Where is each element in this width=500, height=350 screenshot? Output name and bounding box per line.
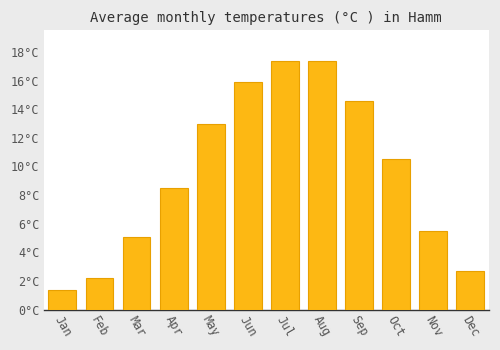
Bar <box>271 61 299 310</box>
Bar <box>197 124 224 310</box>
Bar <box>86 278 114 310</box>
Title: Average monthly temperatures (°C ) in Hamm: Average monthly temperatures (°C ) in Ha… <box>90 11 442 25</box>
Bar <box>122 237 150 310</box>
Bar <box>308 61 336 310</box>
Bar <box>48 290 76 310</box>
Bar <box>160 188 188 310</box>
Bar <box>382 159 410 310</box>
Bar <box>456 271 484 310</box>
Bar <box>345 100 373 310</box>
Bar <box>234 82 262 310</box>
Bar <box>420 231 447 310</box>
